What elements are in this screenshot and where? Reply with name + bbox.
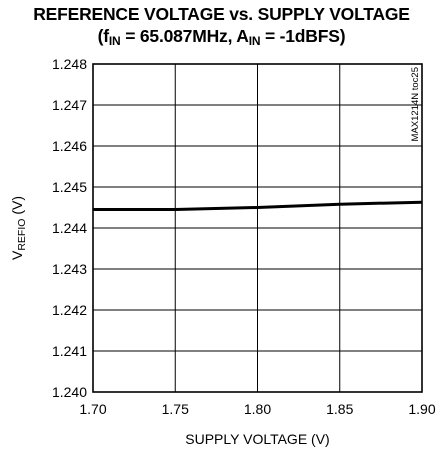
chart-title-line-1: REFERENCE VOLTAGE vs. SUPPLY VOLTAGE bbox=[33, 4, 410, 24]
series-line-0 bbox=[93, 200, 423, 211]
y-tick-labels: 1.240 1.241 1.242 1.243 1.244 1.245 1.246 1.247… bbox=[52, 56, 87, 400]
x-tick-label-0: 1.70 bbox=[79, 401, 106, 417]
title-open: (f bbox=[97, 26, 109, 46]
y-axis-label-subscript: REFIO bbox=[16, 219, 28, 251]
y-tick-label-0: 1.240 bbox=[52, 384, 87, 400]
x-tick-label-4: 1.90 bbox=[408, 401, 435, 417]
y-axis-label-unit: (V) bbox=[9, 196, 25, 219]
x-tick-label-3: 1.85 bbox=[326, 401, 353, 417]
y-tick-label-2: 1.242 bbox=[52, 302, 87, 318]
title-ain-subscript: IN bbox=[248, 34, 261, 48]
y-tick-label-6: 1.246 bbox=[52, 138, 87, 154]
chart-title-line-2: (fIN = 65.087MHz, AIN = -1dBFS) bbox=[0, 26, 443, 51]
x-tick-labels: 1.70 1.75 1.80 1.85 1.90 bbox=[79, 401, 435, 417]
y-tick-label-1: 1.241 bbox=[52, 343, 87, 359]
y-tick-label-3: 1.243 bbox=[52, 261, 87, 277]
y-axis-label: VREFIO (V) bbox=[9, 196, 28, 260]
y-tick-label-8: 1.248 bbox=[52, 56, 87, 72]
y-axis-label-main: V bbox=[9, 250, 25, 260]
y-tick-label-4: 1.244 bbox=[52, 220, 87, 236]
x-axis-label: SUPPLY VOLTAGE (V) bbox=[185, 431, 329, 447]
y-tick-label-5: 1.245 bbox=[52, 179, 87, 195]
plot-frame bbox=[92, 63, 423, 393]
title-fin-value: = 65.087MHz, A bbox=[120, 26, 249, 46]
series-group bbox=[93, 200, 423, 211]
title-fin-subscript: IN bbox=[108, 34, 121, 48]
figure-annotation: MAX1214N toc25 bbox=[410, 67, 421, 141]
grid-lines bbox=[92, 63, 423, 393]
x-tick-label-2: 1.80 bbox=[244, 401, 271, 417]
y-tick-label-7: 1.247 bbox=[52, 97, 87, 113]
title-ain-value: = -1dBFS) bbox=[260, 26, 346, 46]
x-tick-label-1: 1.75 bbox=[162, 401, 189, 417]
